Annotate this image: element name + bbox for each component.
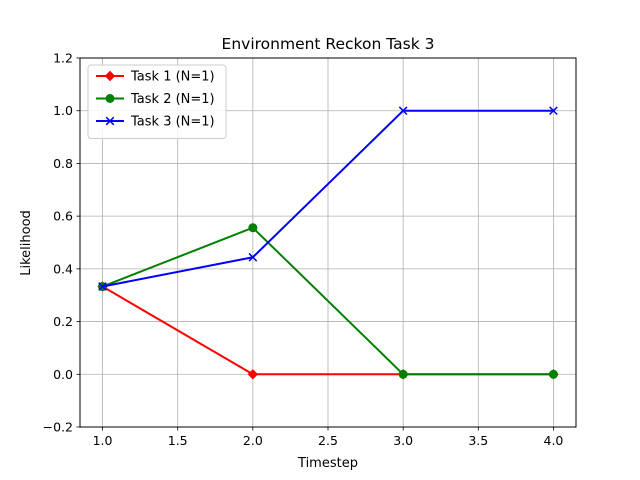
y-tick-label: 1.2 xyxy=(53,51,73,66)
series-line xyxy=(102,226,554,376)
data-point xyxy=(247,369,259,380)
legend-marker xyxy=(105,94,115,103)
chart-title: Environment Reckon Task 3 xyxy=(222,35,435,53)
y-tick-label: 0.6 xyxy=(53,209,73,224)
legend-marker xyxy=(105,116,115,126)
y-tick-label: 0.8 xyxy=(53,156,73,171)
y-tick-label: 0.4 xyxy=(53,261,73,276)
x-tick-label: 2.5 xyxy=(318,433,338,448)
y-tick-label: 0.2 xyxy=(53,314,73,329)
legend-label: Task 1 (N=1) xyxy=(130,70,215,85)
x-tick-label: 3.0 xyxy=(393,433,413,448)
x-tick-label: 2.0 xyxy=(243,433,263,448)
x-tick-label: 4.0 xyxy=(544,433,564,448)
data-point xyxy=(398,369,408,379)
series-line xyxy=(102,109,554,288)
legend-item: Task 2 (N=1) xyxy=(96,92,215,107)
x-tick-label: 3.5 xyxy=(468,433,488,448)
legend: Task 1 (N=1) Task 2 (N=1) Task 3 (N=1) xyxy=(87,64,227,139)
legend-marker xyxy=(104,70,116,82)
y-tick-label: −0.2 xyxy=(43,420,73,435)
legend-label: Task 2 (N=1) xyxy=(130,92,215,107)
x-tick-label: 1.0 xyxy=(93,433,113,448)
data-point xyxy=(248,252,258,262)
ticks: 1.0 1.5 2.0 2.5 3.0 3.5 4.0 −0.2 0.0 0.2 0.4 0.6 0.8… xyxy=(43,51,564,449)
data-point xyxy=(98,282,107,291)
y-tick-label: 1.0 xyxy=(53,103,73,118)
legend-item: Task 1 (N=1) xyxy=(96,70,215,85)
series-task-3 xyxy=(98,106,558,291)
data-point xyxy=(548,369,558,379)
x-tick-label: 1.5 xyxy=(168,433,188,448)
series-layer xyxy=(97,106,559,380)
x-axis-label: Timestep xyxy=(297,456,358,471)
data-point xyxy=(248,223,258,233)
y-tick-label: 0.0 xyxy=(53,367,73,382)
y-axis-label: Likelihood xyxy=(19,210,34,276)
legend-item: Task 3 (N=1) xyxy=(96,115,215,130)
data-point xyxy=(398,106,408,116)
legend-label: Task 3 (N=1) xyxy=(130,115,215,130)
data-point xyxy=(549,106,558,116)
